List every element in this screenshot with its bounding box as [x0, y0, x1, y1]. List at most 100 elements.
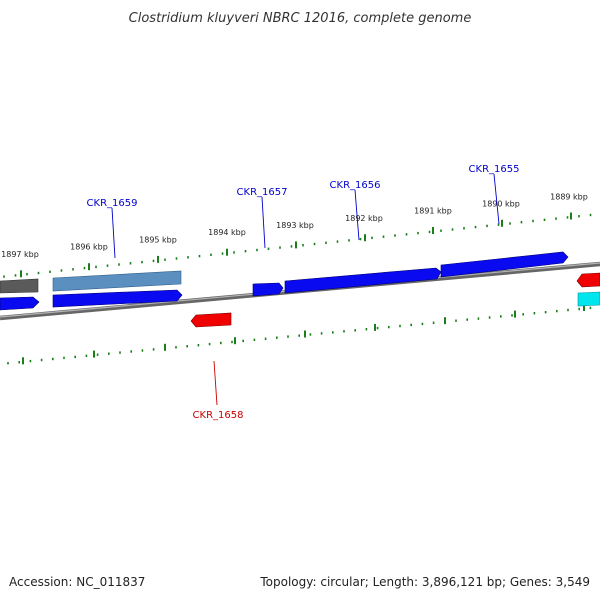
- scale-minor-tick: [198, 254, 201, 258]
- scale-major-tick: [234, 337, 236, 345]
- scale-major-tick: [93, 350, 95, 358]
- scale-major-tick: [444, 317, 446, 325]
- scale-major-tick: [514, 310, 516, 318]
- scale-minor-tick: [220, 341, 222, 345]
- scale-minor-tick: [175, 257, 178, 260]
- scale-minor-tick: [152, 348, 155, 351]
- scale-minor-tick: [72, 268, 74, 271]
- gene-label-ckr1656[interactable]: CKR_1656: [330, 180, 381, 191]
- scale-minor-tick: [287, 335, 289, 338]
- gene-label-ckr1658[interactable]: CKR_1658: [193, 410, 244, 421]
- scale-minor-tick: [365, 328, 368, 331]
- scale-minor-tick: [231, 340, 233, 344]
- tick-label: 1893 kbp: [276, 221, 314, 230]
- map-title: Clostridium kluyveri NBRC 12016, complet…: [129, 11, 472, 26]
- scale-major-tick: [432, 227, 434, 234]
- scale-minor-tick: [455, 319, 457, 322]
- gene-label-ckr1655[interactable]: CKR_1655: [469, 164, 520, 175]
- scale-minor-tick: [417, 231, 419, 235]
- scale-minor-tick: [14, 274, 17, 277]
- scale-minor-tick: [354, 329, 356, 332]
- scale-major-tick: [364, 234, 366, 242]
- scale-minor-tick: [164, 258, 166, 261]
- gene-feature-forward-left[interactable]: [0, 296, 40, 311]
- scale-minor-tick: [566, 216, 569, 219]
- scale-minor-tick: [325, 241, 327, 244]
- tick-label: 1891 kbp: [414, 207, 452, 216]
- gene-feature-ckr1656[interactable]: [284, 267, 442, 294]
- scale-minor-tick: [589, 306, 592, 310]
- scale-major-tick: [157, 255, 159, 263]
- scale-minor-tick: [106, 264, 109, 267]
- scale-minor-tick: [221, 252, 224, 255]
- scale-minor-tick: [26, 273, 28, 276]
- scale-minor-tick: [264, 337, 267, 340]
- scale-minor-tick: [186, 345, 188, 348]
- scale-major-tick: [304, 330, 306, 338]
- tick-label: 1890 kbp: [482, 199, 520, 208]
- gene-feature-ckr1658[interactable]: [190, 312, 232, 328]
- tick-marks-layer: 1897 kbp 1896 kbp 1895 kbp 1894 kbp 1893 kbp…: [1, 192, 592, 365]
- gene-feature-ckr1659[interactable]: [52, 270, 182, 292]
- scale-minor-tick: [309, 333, 312, 336]
- scale-minor-tick: [474, 225, 477, 229]
- scale-minor-tick: [555, 217, 557, 220]
- tick-label: 1894 kbp: [208, 228, 246, 237]
- scale-minor-tick: [509, 222, 511, 225]
- gene-feature-ckr1655[interactable]: [440, 251, 569, 278]
- scale-minor-tick: [242, 339, 244, 343]
- gene-feature-reverse-right[interactable]: [576, 272, 600, 288]
- scale-minor-tick: [253, 338, 256, 341]
- scale-minor-tick: [533, 312, 536, 315]
- scale-minor-tick: [382, 235, 385, 238]
- scale-minor-tick: [141, 260, 143, 264]
- gene-feature-grey-left[interactable]: [0, 278, 39, 294]
- scale-minor-tick: [376, 326, 379, 330]
- scale-minor-tick: [256, 248, 258, 252]
- scale-major-tick: [88, 263, 90, 271]
- scale-minor-tick: [49, 270, 51, 273]
- scale-minor-tick: [119, 351, 121, 354]
- scale-minor-tick: [567, 308, 569, 312]
- scale-minor-tick: [451, 228, 454, 231]
- scale-minor-tick: [544, 311, 547, 314]
- scale-minor-tick: [320, 332, 323, 335]
- scale-minor-tick: [290, 245, 293, 248]
- scale-minor-tick: [152, 259, 155, 263]
- scale-minor-tick: [96, 353, 99, 356]
- gene-feature-forward-ckr1659-lower[interactable]: [52, 289, 183, 308]
- scale-minor-tick: [388, 325, 390, 329]
- scale-minor-tick: [52, 357, 54, 361]
- scale-minor-tick: [432, 321, 435, 324]
- gene-label-ckr1659[interactable]: CKR_1659: [87, 198, 138, 209]
- scale-minor-tick: [578, 307, 580, 311]
- scale-major-tick: [20, 270, 22, 278]
- topology-summary-text: Topology: circular; Length: 3,896,121 bp…: [260, 575, 590, 589]
- gene-label-ckr1657[interactable]: CKR_1657: [237, 187, 288, 198]
- label-leader-ckr1655: [493, 173, 500, 225]
- scale-minor-tick: [85, 354, 88, 357]
- scale-major-tick: [226, 248, 228, 256]
- scale-minor-tick: [267, 247, 270, 250]
- tick-label: 1895 kbp: [139, 235, 177, 244]
- tick-label: 1892 kbp: [345, 214, 383, 223]
- scale-minor-tick: [371, 236, 373, 240]
- scale-minor-tick: [313, 242, 316, 246]
- scale-minor-tick: [175, 346, 177, 349]
- scale-minor-tick: [466, 318, 468, 321]
- scale-minor-tick: [359, 237, 362, 241]
- scale-minor-tick: [40, 358, 43, 362]
- scale-minor-tick: [7, 362, 9, 365]
- scale-minor-tick: [522, 313, 524, 316]
- scale-minor-tick: [74, 355, 76, 359]
- scale-major-tick: [374, 323, 376, 331]
- scale-minor-tick: [210, 253, 212, 256]
- scale-minor-tick: [187, 256, 189, 259]
- scale-major-tick: [501, 219, 503, 227]
- scale-minor-tick: [520, 221, 523, 224]
- scale-minor-tick: [298, 334, 300, 337]
- scale-minor-tick: [302, 244, 304, 247]
- scale-minor-tick: [428, 230, 431, 234]
- gene-feature-ckr1657[interactable]: [252, 282, 284, 297]
- gene-feature-cyan-right[interactable]: [577, 291, 600, 307]
